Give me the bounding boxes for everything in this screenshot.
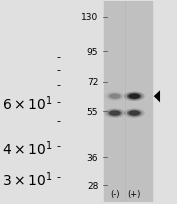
Text: 28: 28 [87,181,98,190]
Ellipse shape [109,94,121,99]
Text: 36: 36 [87,153,98,162]
Ellipse shape [107,110,122,117]
Text: 55: 55 [87,107,98,116]
Ellipse shape [129,94,140,99]
Ellipse shape [109,111,121,116]
Ellipse shape [127,93,142,100]
Ellipse shape [105,109,125,118]
Text: 72: 72 [87,78,98,86]
Ellipse shape [105,92,125,102]
Ellipse shape [124,92,145,102]
Bar [104,2,152,202]
Ellipse shape [124,109,145,118]
Text: (+): (+) [128,189,141,198]
Text: 130: 130 [81,13,98,22]
Text: (-): (-) [110,189,120,198]
Polygon shape [154,91,160,103]
Ellipse shape [107,93,122,100]
Text: 95: 95 [87,47,98,56]
Ellipse shape [129,111,140,116]
Ellipse shape [127,110,142,117]
